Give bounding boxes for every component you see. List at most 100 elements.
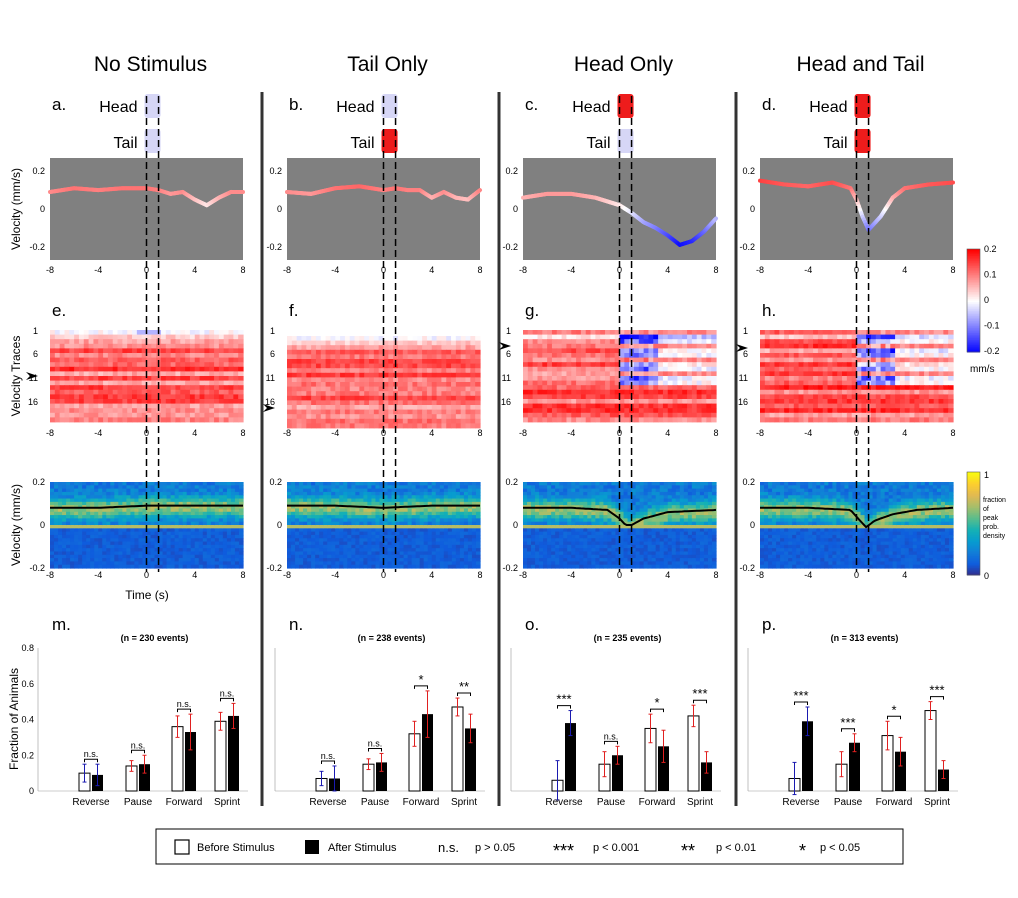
density-cell	[407, 485, 413, 490]
heatmap-cell	[687, 334, 693, 340]
density-cell	[202, 561, 208, 566]
density-cell	[415, 551, 421, 556]
density-cell	[427, 544, 433, 549]
heatmap-cell	[78, 362, 85, 368]
density-cell	[355, 531, 360, 536]
density-cell	[435, 544, 441, 549]
density-cell	[339, 551, 344, 556]
density-cell	[459, 491, 465, 496]
density-cell	[170, 505, 176, 510]
heatmap-cell	[701, 334, 707, 340]
density-cell	[218, 521, 224, 526]
heatmap-cell	[165, 417, 172, 423]
density-cell	[234, 528, 240, 533]
density-cell	[459, 538, 465, 543]
heatmap-cell	[446, 405, 452, 410]
density-cell	[138, 482, 144, 486]
heatmap-cell	[330, 340, 336, 346]
heatmap-cell	[407, 377, 414, 383]
density-cell	[387, 548, 393, 553]
density-cell	[218, 501, 224, 506]
density-cell	[379, 541, 385, 546]
density-cell	[303, 508, 308, 513]
heatmap-cell	[223, 394, 230, 400]
heatmap-cell	[446, 372, 452, 378]
heatmap-cell	[287, 418, 293, 424]
heatmap-cell	[228, 399, 234, 404]
heatmap-cell	[369, 391, 375, 397]
heatmap-cell	[378, 368, 385, 374]
density-cell	[291, 528, 296, 533]
heatmap-cell	[98, 343, 104, 349]
heatmap-cell	[451, 354, 457, 360]
density-cell	[186, 554, 192, 559]
density-cell	[463, 525, 469, 529]
heatmap-cell	[320, 349, 327, 355]
density-cell	[162, 551, 168, 556]
density-cell	[451, 495, 457, 500]
heatmap-cell	[127, 371, 133, 377]
heatmap-cell	[54, 380, 61, 386]
heatmap-cell	[455, 382, 462, 387]
heatmap-cell	[402, 395, 409, 401]
heatmap-cell	[88, 353, 95, 358]
density-cell	[94, 501, 99, 506]
density-cell	[138, 528, 144, 533]
density-cell	[343, 482, 348, 486]
density-cell	[226, 561, 232, 566]
heatmap-cell	[165, 371, 172, 377]
heatmap-cell	[151, 343, 157, 349]
significance-bracket	[131, 749, 145, 754]
density-cell	[443, 558, 449, 562]
density-cell	[387, 551, 393, 556]
density-cell	[359, 558, 364, 562]
density-cell	[311, 501, 316, 506]
density-cell	[419, 544, 425, 549]
heatmap-cell	[223, 417, 230, 423]
density-cell	[58, 488, 63, 493]
density-cell	[190, 525, 196, 529]
heatmap-cell	[417, 363, 423, 369]
heatmap-cell	[296, 382, 303, 387]
density-cell	[387, 541, 393, 546]
heatmap-cell	[107, 399, 114, 404]
heatmap-cell	[64, 394, 70, 400]
heatmap-cell	[340, 382, 346, 387]
density-cell	[82, 564, 87, 569]
heatmap-cell	[228, 343, 234, 349]
density-cell	[371, 485, 377, 490]
heatmap-cell	[112, 385, 119, 391]
head-label: Head	[572, 99, 610, 116]
density-cell	[431, 482, 437, 486]
density-cell	[62, 541, 67, 546]
heatmap-cell	[354, 368, 360, 374]
heatmap-cell	[369, 359, 375, 364]
density-cell	[198, 521, 204, 526]
heatmap-cell	[98, 362, 104, 368]
density-cell	[371, 564, 377, 569]
density-cell	[407, 482, 413, 486]
density-cell	[431, 501, 437, 506]
density-cell	[363, 558, 369, 562]
heatmap-cell	[354, 354, 360, 360]
heatmap-cell	[291, 391, 298, 397]
density-cell	[222, 554, 228, 559]
density-cell	[198, 508, 204, 513]
density-cell	[86, 521, 91, 526]
density-cell	[134, 531, 140, 536]
density-cell	[170, 534, 176, 539]
time-tick-label: -4	[331, 265, 339, 275]
density-cell	[206, 482, 212, 486]
heatmap-cell	[417, 409, 423, 415]
density-cell	[114, 541, 119, 546]
density-cell	[367, 561, 373, 566]
density-cell	[154, 495, 160, 500]
heatmap-cell	[78, 408, 85, 414]
heatmap-cell	[83, 357, 90, 363]
density-cell	[106, 561, 111, 566]
density-cell	[431, 538, 437, 543]
heatmap-cell	[412, 368, 418, 374]
density-cell	[395, 558, 401, 562]
density-cell	[162, 541, 168, 546]
density-cell	[138, 491, 144, 496]
